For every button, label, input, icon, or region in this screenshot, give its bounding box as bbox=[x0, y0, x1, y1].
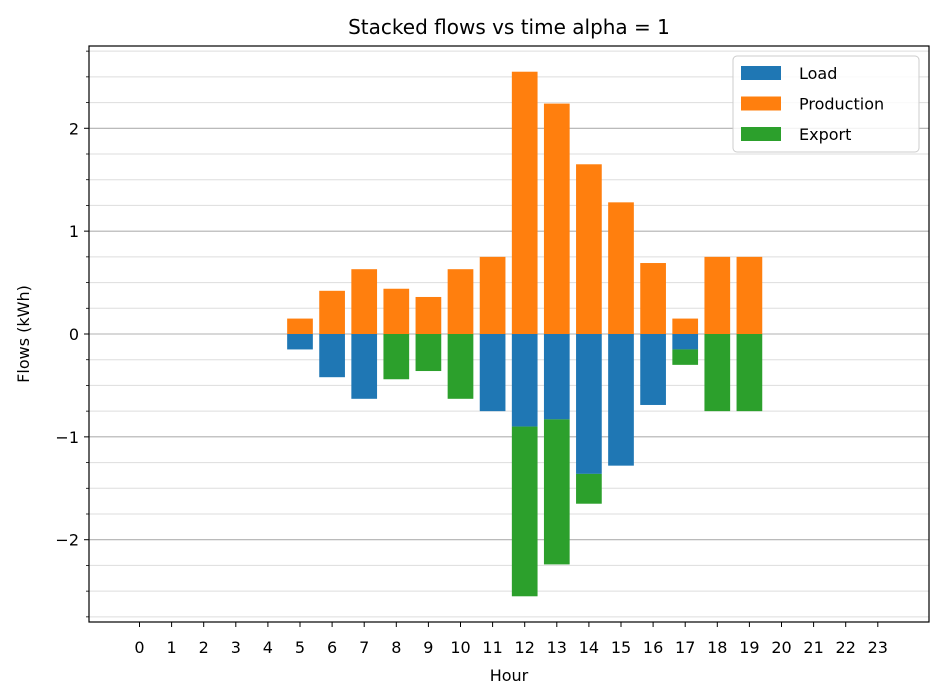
x-tick-label: 16 bbox=[643, 638, 663, 657]
bars bbox=[287, 71, 763, 597]
bar-export-hour-18 bbox=[704, 334, 731, 412]
bar-production-hour-6 bbox=[319, 290, 345, 334]
bar-export-hour-13 bbox=[543, 419, 570, 565]
y-tick-label: 2 bbox=[69, 119, 79, 138]
bar-load-hour-14 bbox=[576, 334, 602, 474]
bar-export-hour-8 bbox=[383, 334, 410, 380]
chart-title: Stacked flows vs time alpha = 1 bbox=[348, 15, 670, 39]
bar-load-hour-7 bbox=[351, 334, 378, 399]
x-tick-label: 0 bbox=[134, 638, 144, 657]
bar-load-hour-13 bbox=[543, 334, 570, 420]
x-tick-label: 6 bbox=[327, 638, 337, 657]
x-tick-label: 8 bbox=[391, 638, 401, 657]
x-tick-label: 21 bbox=[803, 638, 823, 657]
bar-production-hour-11 bbox=[479, 256, 506, 334]
x-tick-label: 13 bbox=[547, 638, 567, 657]
bar-production-hour-15 bbox=[608, 202, 634, 334]
bar-production-hour-9 bbox=[415, 296, 442, 334]
bar-export-hour-10 bbox=[447, 334, 474, 399]
bar-export-hour-17 bbox=[672, 349, 699, 365]
legend: Load Production Export bbox=[732, 55, 920, 153]
bar-production-hour-12 bbox=[511, 71, 538, 334]
x-tick-label: 20 bbox=[771, 638, 791, 657]
bar-load-hour-11 bbox=[479, 334, 506, 412]
x-tick-label: 10 bbox=[450, 638, 470, 657]
x-tick-label: 5 bbox=[295, 638, 305, 657]
x-tick-label: 19 bbox=[739, 638, 759, 657]
x-tick-label: 18 bbox=[707, 638, 727, 657]
bar-export-hour-9 bbox=[415, 334, 442, 372]
x-tick-label: 4 bbox=[263, 638, 273, 657]
bar-load-hour-5 bbox=[287, 334, 313, 350]
y-tick-label: 0 bbox=[69, 325, 79, 344]
bar-production-hour-16 bbox=[640, 263, 666, 334]
y-tick-label: 1 bbox=[69, 222, 79, 241]
bar-load-hour-12 bbox=[511, 334, 538, 427]
bar-production-hour-8 bbox=[383, 288, 410, 334]
legend-swatch-load bbox=[741, 66, 781, 80]
x-tick-label: 1 bbox=[167, 638, 177, 657]
bar-production-hour-13 bbox=[543, 103, 570, 334]
legend-label-production: Production bbox=[799, 95, 884, 114]
legend-swatch-production bbox=[741, 96, 781, 111]
bar-production-hour-10 bbox=[447, 269, 474, 334]
x-tick-label: 23 bbox=[868, 638, 888, 657]
x-axis-label: Hour bbox=[490, 666, 529, 685]
x-tick-label: 9 bbox=[423, 638, 433, 657]
y-axis-label: Flows (kWh) bbox=[14, 285, 33, 383]
bar-export-hour-19 bbox=[736, 334, 763, 412]
y-tick-label: −2 bbox=[55, 531, 79, 550]
x-tick-label: 22 bbox=[836, 638, 856, 657]
x-tick-label: 11 bbox=[482, 638, 502, 657]
x-tick-label: 14 bbox=[579, 638, 599, 657]
bar-load-hour-15 bbox=[608, 334, 634, 466]
x-axis: 0 1 2 3 4 5 6 7 8 9 10 11 12 13 14 15 16 17 18 19 20 21 22 23 bbox=[134, 622, 888, 657]
x-tick-label: 17 bbox=[675, 638, 695, 657]
bar-load-hour-6 bbox=[319, 334, 345, 378]
y-axis: −2 −1 0 1 2 bbox=[55, 50, 89, 618]
bar-production-hour-17 bbox=[672, 318, 699, 334]
bar-production-hour-7 bbox=[351, 269, 378, 334]
bar-export-hour-12 bbox=[511, 426, 538, 597]
x-tick-label: 7 bbox=[359, 638, 369, 657]
x-tick-label: 2 bbox=[199, 638, 209, 657]
bar-production-hour-18 bbox=[704, 256, 731, 334]
bar-load-hour-16 bbox=[640, 334, 666, 405]
legend-label-load: Load bbox=[799, 64, 837, 83]
bar-production-hour-5 bbox=[287, 318, 313, 334]
bar-export-hour-14 bbox=[576, 473, 602, 504]
bar-production-hour-19 bbox=[736, 256, 763, 334]
bar-production-hour-14 bbox=[576, 164, 602, 334]
bar-load-hour-17 bbox=[672, 334, 699, 350]
x-tick-label: 12 bbox=[515, 638, 535, 657]
legend-label-export: Export bbox=[799, 125, 851, 144]
y-tick-label: −1 bbox=[55, 428, 79, 447]
x-tick-label: 3 bbox=[231, 638, 241, 657]
x-tick-label: 15 bbox=[611, 638, 631, 657]
legend-swatch-export bbox=[741, 127, 781, 141]
